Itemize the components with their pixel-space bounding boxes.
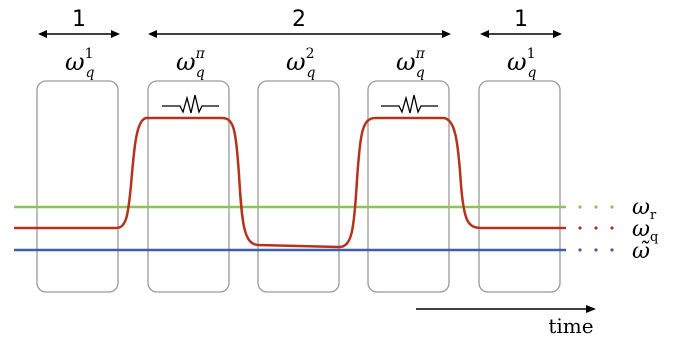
- svg-text:ω2q: ω2 q: [286, 46, 316, 81]
- svg-text:ωπq: ωπ q: [176, 46, 206, 81]
- continuation-dots: [578, 205, 614, 252]
- svg-text:ω1q: ω1 q: [65, 46, 95, 81]
- period-label-1: 1: [72, 7, 86, 32]
- legend-label-reference: ω̃: [632, 239, 650, 264]
- window-box-1: [36, 80, 119, 293]
- freq-label-1: ω1 q: [65, 46, 95, 81]
- freq-label-4: ωπ q: [396, 46, 426, 81]
- legend-label-resonator: ωr: [632, 195, 657, 223]
- period-label-2: 2: [292, 7, 306, 32]
- legend-label-qubit: ωq: [632, 217, 658, 245]
- freq-label-5: ω1 q: [507, 46, 537, 81]
- window-box-2: [147, 80, 230, 293]
- period-arrow-2: [148, 30, 451, 38]
- svg-text:ω1q: ω1 q: [507, 46, 537, 81]
- svg-text:ωπq: ωπ q: [396, 46, 426, 81]
- time-axis-label: time: [548, 314, 593, 338]
- period-arrow-1-right: [480, 30, 562, 38]
- period-label-3: 1: [514, 7, 528, 32]
- period-arrow-1-left: [38, 30, 120, 38]
- time-arrow: [416, 305, 596, 313]
- window-box-3: [257, 80, 340, 293]
- freq-label-2: ωπ q: [176, 46, 206, 81]
- window-box-4: [367, 80, 450, 293]
- window-box-5: [478, 80, 561, 293]
- pulse-icon: [162, 94, 219, 114]
- freq-label-3: ω2 q: [286, 46, 316, 81]
- qubit-frequency-trace: [14, 116, 566, 249]
- pulse-icon: [381, 94, 438, 114]
